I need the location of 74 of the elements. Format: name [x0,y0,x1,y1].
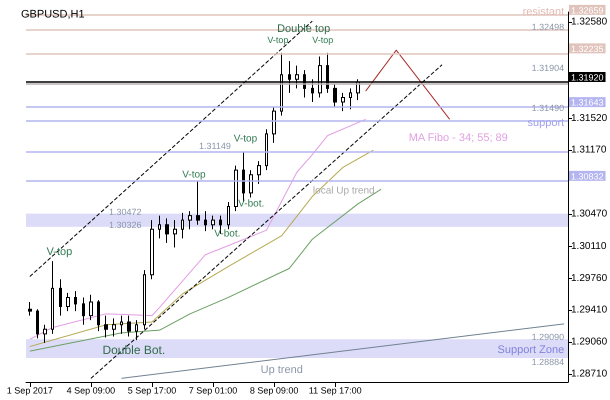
annotation: V-bot. [214,228,240,240]
annotation: Double Bot. [102,343,166,357]
annotation: 1.29090 [532,332,564,342]
candlestick [188,210,192,230]
candlestick [66,292,70,312]
candlestick [333,83,337,108]
annotation: V-bot. [238,198,264,210]
annotation: V-top [312,35,334,45]
candlestick [196,180,200,226]
annotation: 1.31149 [199,141,231,151]
candlestick [234,165,238,212]
candlestick [82,296,85,326]
candlestick [104,315,108,338]
candlestick [36,308,39,339]
y-tick-label: 1.31170 [571,144,607,156]
y-tick-label: 1.31520 [571,112,608,124]
candlestick [211,215,215,230]
annotation: Support Zone [498,344,564,356]
candlestick [249,170,253,198]
candlestick [143,270,146,330]
x-tick-label: 5 Sep 17:00 [128,386,176,396]
annotation: V-top [46,246,72,258]
ref-line-label: 1.31643 [571,98,604,108]
y-tick-label: 1.29760 [571,272,608,284]
y-tick-label: 1.28710 [571,368,608,380]
candlestick [120,315,123,334]
x-tick-label: 8 Sep 09:00 [250,386,298,396]
candlestick [257,160,261,184]
ref-line-label: 1.30832 [571,171,604,182]
annotation: 1.30472 [108,207,142,217]
x-tick-label: 4 Sep 09:00 [66,386,116,396]
y-tick-label: 1.32580 [571,16,608,28]
candlestick [112,318,116,338]
candlestick [173,220,177,248]
candlestick [227,202,230,230]
candlestick [127,315,131,338]
x-tick-label: 7 Sep 01:00 [188,386,238,396]
ref-line-label: 1.32659 [571,5,604,16]
candlestick [181,212,184,239]
ref-line-label: 1.32235 [571,44,604,54]
annotation: V-top [267,35,288,45]
candlestick [272,106,276,144]
candlestick [341,92,345,112]
candlestick [150,220,154,280]
chart-title: GBPUSD,H1 [21,8,85,20]
candlestick [349,88,352,110]
annotation: 1.31904 [532,63,564,73]
annotation: 1.28884 [532,357,564,367]
candlestick [97,300,100,332]
candlestick [158,215,161,239]
annotation: 1.30326 [108,220,142,230]
x-tick-label: 11 Sep 17:00 [308,386,362,396]
candlestick [59,278,62,316]
candlestick [265,128,268,171]
annotation: MA Fibo - 34; 55; 89 [408,132,508,144]
y-tick-label: 1.29410 [571,304,608,316]
candlestick [43,324,47,344]
annotation: Double top [277,23,330,35]
x-tick-label: 1 Sep 2017 [6,386,53,396]
ref-line-label: 1.31920 [571,72,604,82]
candlestick [135,320,138,341]
annotation: V-top [234,134,258,144]
annotation: V-top [182,170,206,181]
y-tick-label: 1.29060 [571,336,608,348]
y-tick-label: 1.30470 [571,208,608,220]
candlestick [89,294,93,321]
candlestick [165,218,169,244]
candlestick [74,290,77,312]
annotation: 1.32498 [532,22,564,32]
candlestick [204,210,207,232]
candlestick [28,302,32,316]
y-tick-label: 1.30110 [571,241,607,252]
candlestick [51,260,54,334]
annotation: Up trend [260,364,303,376]
